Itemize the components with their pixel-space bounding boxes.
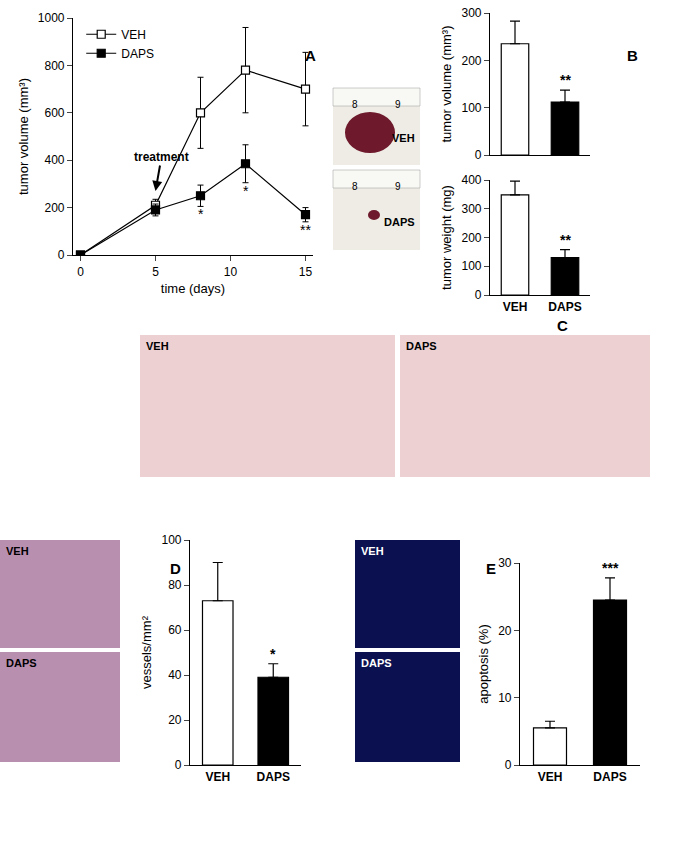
- svg-text:9: 9: [395, 99, 401, 110]
- svg-text:9: 9: [395, 181, 401, 192]
- svg-text:0: 0: [77, 265, 84, 279]
- svg-text:200: 200: [461, 54, 481, 68]
- svg-text:tumor volume (mm³): tumor volume (mm³): [439, 25, 454, 142]
- svg-text:5: 5: [152, 265, 159, 279]
- svg-text:8: 8: [352, 99, 358, 110]
- svg-text:VEH: VEH: [392, 132, 415, 144]
- svg-text:30: 30: [498, 556, 512, 570]
- svg-text:0: 0: [58, 248, 65, 262]
- svg-text:20: 20: [498, 624, 512, 638]
- svg-text:DAPS: DAPS: [548, 300, 581, 314]
- svg-text:80: 80: [168, 578, 182, 592]
- svg-text:DAPS: DAPS: [406, 340, 437, 352]
- svg-text:E: E: [486, 560, 496, 577]
- svg-text:200: 200: [461, 231, 481, 245]
- svg-text:8: 8: [352, 181, 358, 192]
- svg-text:40: 40: [168, 668, 182, 682]
- svg-text:VEH: VEH: [538, 770, 563, 784]
- svg-text:VEH: VEH: [503, 300, 528, 314]
- svg-text:treatment: treatment: [134, 150, 189, 164]
- svg-text:VEH: VEH: [205, 770, 230, 784]
- svg-text:20: 20: [168, 713, 182, 727]
- svg-text:1000: 1000: [38, 11, 65, 25]
- svg-text:**: **: [560, 72, 571, 88]
- svg-text:0: 0: [175, 758, 182, 772]
- svg-text:0: 0: [475, 288, 482, 302]
- svg-text:100: 100: [161, 533, 181, 547]
- svg-text:100: 100: [461, 101, 481, 115]
- svg-text:400: 400: [461, 173, 481, 187]
- svg-text:VEH: VEH: [6, 545, 29, 557]
- svg-text:DAPS: DAPS: [361, 657, 392, 669]
- svg-text:400: 400: [44, 153, 64, 167]
- svg-text:VEH: VEH: [361, 545, 384, 557]
- svg-text:**: **: [300, 222, 311, 238]
- svg-text:tumor weight (mg): tumor weight (mg): [439, 185, 454, 290]
- svg-text:10: 10: [224, 265, 238, 279]
- svg-text:***: ***: [602, 560, 619, 576]
- svg-text:300: 300: [461, 6, 481, 20]
- svg-text:60: 60: [168, 623, 182, 637]
- svg-text:*: *: [270, 646, 276, 662]
- svg-text:200: 200: [44, 201, 64, 215]
- svg-text:*: *: [198, 206, 204, 222]
- svg-text:time (days): time (days): [161, 281, 225, 296]
- svg-text:DAPS: DAPS: [384, 216, 415, 228]
- svg-text:C: C: [557, 317, 568, 334]
- svg-text:600: 600: [44, 106, 64, 120]
- svg-text:tumor volume (mm³): tumor volume (mm³): [16, 78, 31, 195]
- svg-text:0: 0: [475, 148, 482, 162]
- svg-text:0: 0: [505, 758, 512, 772]
- svg-text:800: 800: [44, 59, 64, 73]
- svg-text:VEH: VEH: [121, 28, 146, 42]
- svg-text:DAPS: DAPS: [257, 770, 290, 784]
- svg-text:DAPS: DAPS: [121, 47, 154, 61]
- svg-text:300: 300: [461, 202, 481, 216]
- svg-text:15: 15: [299, 265, 313, 279]
- svg-text:D: D: [170, 560, 181, 577]
- svg-text:vessels/mm²: vessels/mm²: [139, 615, 154, 689]
- svg-text:**: **: [560, 232, 571, 248]
- svg-text:B: B: [627, 47, 638, 64]
- svg-text:10: 10: [498, 691, 512, 705]
- svg-text:100: 100: [461, 259, 481, 273]
- svg-text:A: A: [305, 47, 316, 64]
- svg-text:DAPS: DAPS: [6, 657, 37, 669]
- svg-text:*: *: [243, 183, 249, 199]
- svg-text:VEH: VEH: [146, 340, 169, 352]
- svg-text:apoptosis (%): apoptosis (%): [476, 624, 491, 703]
- svg-text:DAPS: DAPS: [593, 770, 626, 784]
